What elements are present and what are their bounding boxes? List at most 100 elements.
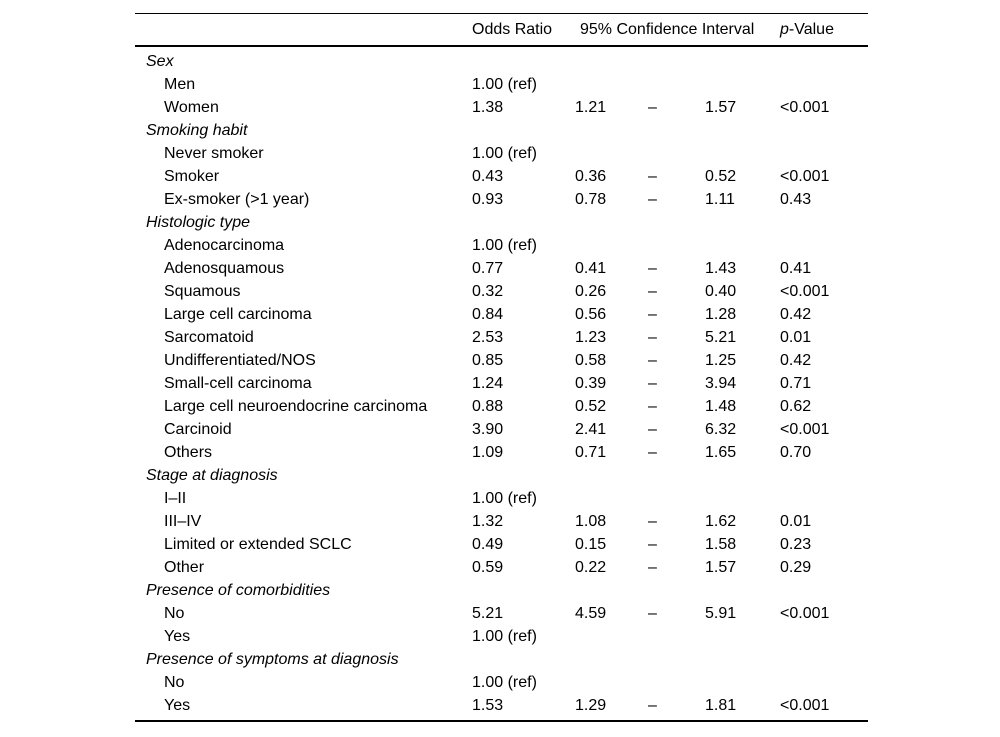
p-value: <0.001: [780, 282, 830, 300]
ci-dash: –: [648, 259, 657, 277]
ci-high-value: 1.65: [705, 443, 737, 461]
table-body: Sex Men 1.00 (ref) Women 1.38 1.21 – 1.57 <0.001…: [135, 47, 868, 720]
table-row: Adenocarcinoma 1.00 (ref): [135, 234, 868, 257]
ci-high-value: 1.25: [705, 351, 737, 369]
table-row: Smoker 0.43 0.36 – 0.52 <0.001: [135, 165, 868, 188]
row-label: Never smoker: [164, 144, 264, 162]
p-value: 0.01: [780, 512, 812, 530]
p-value: 0.43: [780, 190, 812, 208]
odds-ratio-value: 0.49: [472, 535, 504, 553]
table-row: Men 1.00 (ref): [135, 73, 868, 96]
table-row: Small-cell carcinoma 1.24 0.39 – 3.94 0.71: [135, 372, 868, 395]
table-row: III–IV 1.32 1.08 – 1.62 0.01: [135, 510, 868, 533]
section-label: Histologic type: [146, 213, 251, 231]
odds-ratio-value: 0.77: [472, 259, 504, 277]
odds-ratio-value: 1.00 (ref): [472, 489, 537, 507]
ci-dash: –: [648, 328, 657, 346]
ci-high-value: 3.94: [705, 374, 737, 392]
p-value: <0.001: [780, 604, 830, 622]
odds-ratio-value: 1.09: [472, 443, 504, 461]
ci-dash: –: [648, 558, 657, 576]
section-row: Stage at diagnosis: [135, 464, 868, 487]
ci-low-value: 0.78: [575, 190, 607, 208]
table-row: Carcinoid 3.90 2.41 – 6.32 <0.001: [135, 418, 868, 441]
row-label: Undifferentiated/NOS: [164, 351, 316, 369]
odds-ratio-value: 1.00 (ref): [472, 75, 537, 93]
ci-low-value: 1.21: [575, 98, 607, 116]
p-value: 0.71: [780, 374, 812, 392]
section-label: Sex: [146, 52, 174, 70]
odds-ratio-table: Odds Ratio 95% Confidence Interval p-Val…: [135, 13, 868, 722]
ci-low-value: 0.39: [575, 374, 607, 392]
ci-dash: –: [648, 282, 657, 300]
ci-dash: –: [648, 420, 657, 438]
row-label: Small-cell carcinoma: [164, 374, 312, 392]
ci-dash: –: [648, 305, 657, 323]
table-row: Adenosquamous 0.77 0.41 – 1.43 0.41: [135, 257, 868, 280]
row-label: Sarcomatoid: [164, 328, 254, 346]
odds-ratio-value: 0.59: [472, 558, 504, 576]
ci-high-value: 0.52: [705, 167, 737, 185]
odds-ratio-value: 1.24: [472, 374, 504, 392]
section-row: Smoking habit: [135, 119, 868, 142]
row-label: Limited or extended SCLC: [164, 535, 352, 553]
table-row: Undifferentiated/NOS 0.85 0.58 – 1.25 0.42: [135, 349, 868, 372]
odds-ratio-value: 1.00 (ref): [472, 673, 537, 691]
ci-high-value: 1.58: [705, 535, 737, 553]
row-label: No: [164, 673, 185, 691]
ci-dash: –: [648, 397, 657, 415]
odds-ratio-value: 0.32: [472, 282, 504, 300]
odds-ratio-value: 1.38: [472, 98, 504, 116]
ci-dash: –: [648, 443, 657, 461]
table-row: Large cell carcinoma 0.84 0.56 – 1.28 0.42: [135, 303, 868, 326]
table-row: Other 0.59 0.22 – 1.57 0.29: [135, 556, 868, 579]
ci-high-value: 6.32: [705, 420, 737, 438]
ci-low-value: 2.41: [575, 420, 607, 438]
ci-dash: –: [648, 351, 657, 369]
table-row: No 5.21 4.59 – 5.91 <0.001: [135, 602, 868, 625]
table-row: Women 1.38 1.21 – 1.57 <0.001: [135, 96, 868, 119]
section-row: Sex: [135, 50, 868, 73]
ci-high-value: 1.81: [705, 696, 737, 714]
ci-low-value: 0.58: [575, 351, 607, 369]
ci-low-value: 0.52: [575, 397, 607, 415]
section-label: Smoking habit: [146, 121, 248, 139]
row-label: Yes: [164, 696, 191, 714]
col-header-odds-ratio: Odds Ratio: [472, 20, 553, 38]
ci-dash: –: [648, 512, 657, 530]
ci-low-value: 1.29: [575, 696, 607, 714]
table-row: Others 1.09 0.71 – 1.65 0.70: [135, 441, 868, 464]
ci-low-value: 1.08: [575, 512, 607, 530]
p-value: 0.23: [780, 535, 812, 553]
row-label: No: [164, 604, 185, 622]
row-label: Men: [164, 75, 196, 93]
ci-low-value: 0.26: [575, 282, 607, 300]
table-row: Sarcomatoid 2.53 1.23 – 5.21 0.01: [135, 326, 868, 349]
odds-ratio-value: 5.21: [472, 604, 504, 622]
col-header-confidence-interval: 95% Confidence Interval: [580, 20, 755, 38]
table-row: Limited or extended SCLC 0.49 0.15 – 1.58 0.2…: [135, 533, 868, 556]
ci-high-value: 1.57: [705, 98, 737, 116]
ci-dash: –: [648, 98, 657, 116]
ci-high-value: 1.11: [705, 190, 735, 208]
row-label: Smoker: [164, 167, 220, 185]
p-value: 0.42: [780, 305, 812, 323]
section-label: Presence of symptoms at diagnosis: [146, 650, 399, 668]
ci-low-value: 0.22: [575, 558, 607, 576]
table-row: Never smoker 1.00 (ref): [135, 142, 868, 165]
p-value: <0.001: [780, 167, 830, 185]
ci-low-value: 4.59: [575, 604, 607, 622]
odds-ratio-value: 0.88: [472, 397, 504, 415]
table-row: Yes 1.53 1.29 – 1.81 <0.001: [135, 694, 868, 717]
row-label: Squamous: [164, 282, 241, 300]
table-header-row: Odds Ratio 95% Confidence Interval p-Val…: [135, 14, 868, 47]
ci-high-value: 5.91: [705, 604, 737, 622]
section-label: Stage at diagnosis: [146, 466, 278, 484]
odds-ratio-value: 0.84: [472, 305, 504, 323]
p-value-italic-p: p: [780, 20, 789, 38]
ci-low-value: 0.71: [575, 443, 607, 461]
ci-high-value: 1.28: [705, 305, 737, 323]
ci-low-value: 0.15: [575, 535, 607, 553]
ci-low-value: 0.41: [575, 259, 607, 277]
p-value: 0.70: [780, 443, 812, 461]
